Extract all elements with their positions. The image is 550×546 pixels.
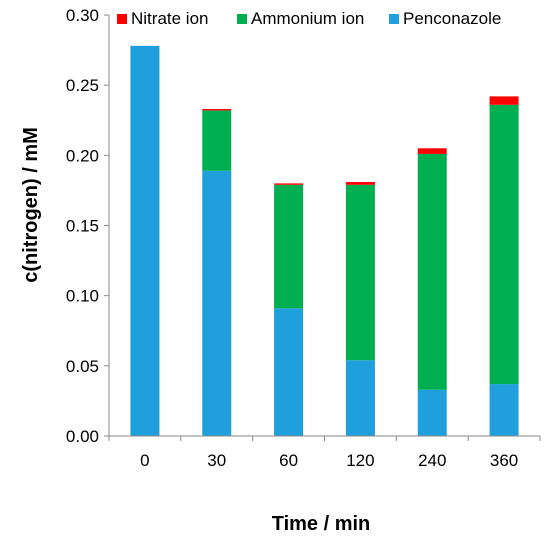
bar-penconazole-60 [274, 308, 304, 436]
y-tick-label: 0.15 [66, 217, 99, 236]
x-tick-label: 360 [490, 451, 518, 470]
legend-swatch-ammonium-ion [237, 14, 247, 24]
y-axis-title: c(nitrogen) / mM [20, 127, 42, 283]
bar-ammonium-ion-30 [202, 110, 232, 171]
legend-label-penconazole: Penconazole [403, 9, 501, 28]
legend: Nitrate ion Ammonium ion Penconazole [117, 9, 501, 28]
bar-ammonium-ion-60 [274, 184, 304, 309]
bar-nitrate-ion-360 [489, 96, 519, 105]
legend-swatch-nitrate-ion [117, 14, 127, 24]
x-tick-label: 0 [140, 451, 149, 470]
legend-label-nitrate-ion: Nitrate ion [131, 9, 208, 28]
bar-nitrate-ion-120 [345, 181, 375, 185]
bar-ammonium-ion-120 [345, 184, 375, 361]
x-tick-label: 60 [279, 451, 298, 470]
y-tick-label: 0.20 [66, 146, 99, 165]
x-axis-title: Time / min [272, 513, 371, 535]
bar-penconazole-120 [345, 360, 375, 436]
bar-nitrate-ion-240 [417, 148, 447, 154]
y-tick-label: 0.30 [66, 6, 99, 25]
legend-label-ammonium-ion: Ammonium ion [251, 9, 364, 28]
bar-nitrate-ion-60 [274, 183, 304, 185]
bar-penconazole-0 [130, 45, 160, 437]
x-tick-label: 30 [207, 451, 226, 470]
bar-penconazole-30 [202, 170, 232, 436]
axes-layer: 0.00 0.05 0.10 0.15 0.20 0.25 0.30 0 30 60 120 240 3… [66, 6, 541, 470]
bar-penconazole-360 [489, 384, 519, 436]
x-tick-label: 240 [418, 451, 446, 470]
legend-swatch-penconazole [389, 14, 399, 24]
bars-layer [130, 45, 519, 437]
bar-ammonium-ion-240 [417, 153, 447, 390]
y-tick-label: 0.10 [66, 287, 99, 306]
bar-penconazole-240 [417, 389, 447, 436]
bar-nitrate-ion-30 [202, 109, 232, 111]
y-tick-label: 0.05 [66, 357, 99, 376]
x-tick-label: 120 [346, 451, 374, 470]
y-tick-label: 0.25 [66, 76, 99, 95]
y-tick-label: 0.00 [66, 427, 99, 446]
bar-ammonium-ion-360 [489, 104, 519, 385]
